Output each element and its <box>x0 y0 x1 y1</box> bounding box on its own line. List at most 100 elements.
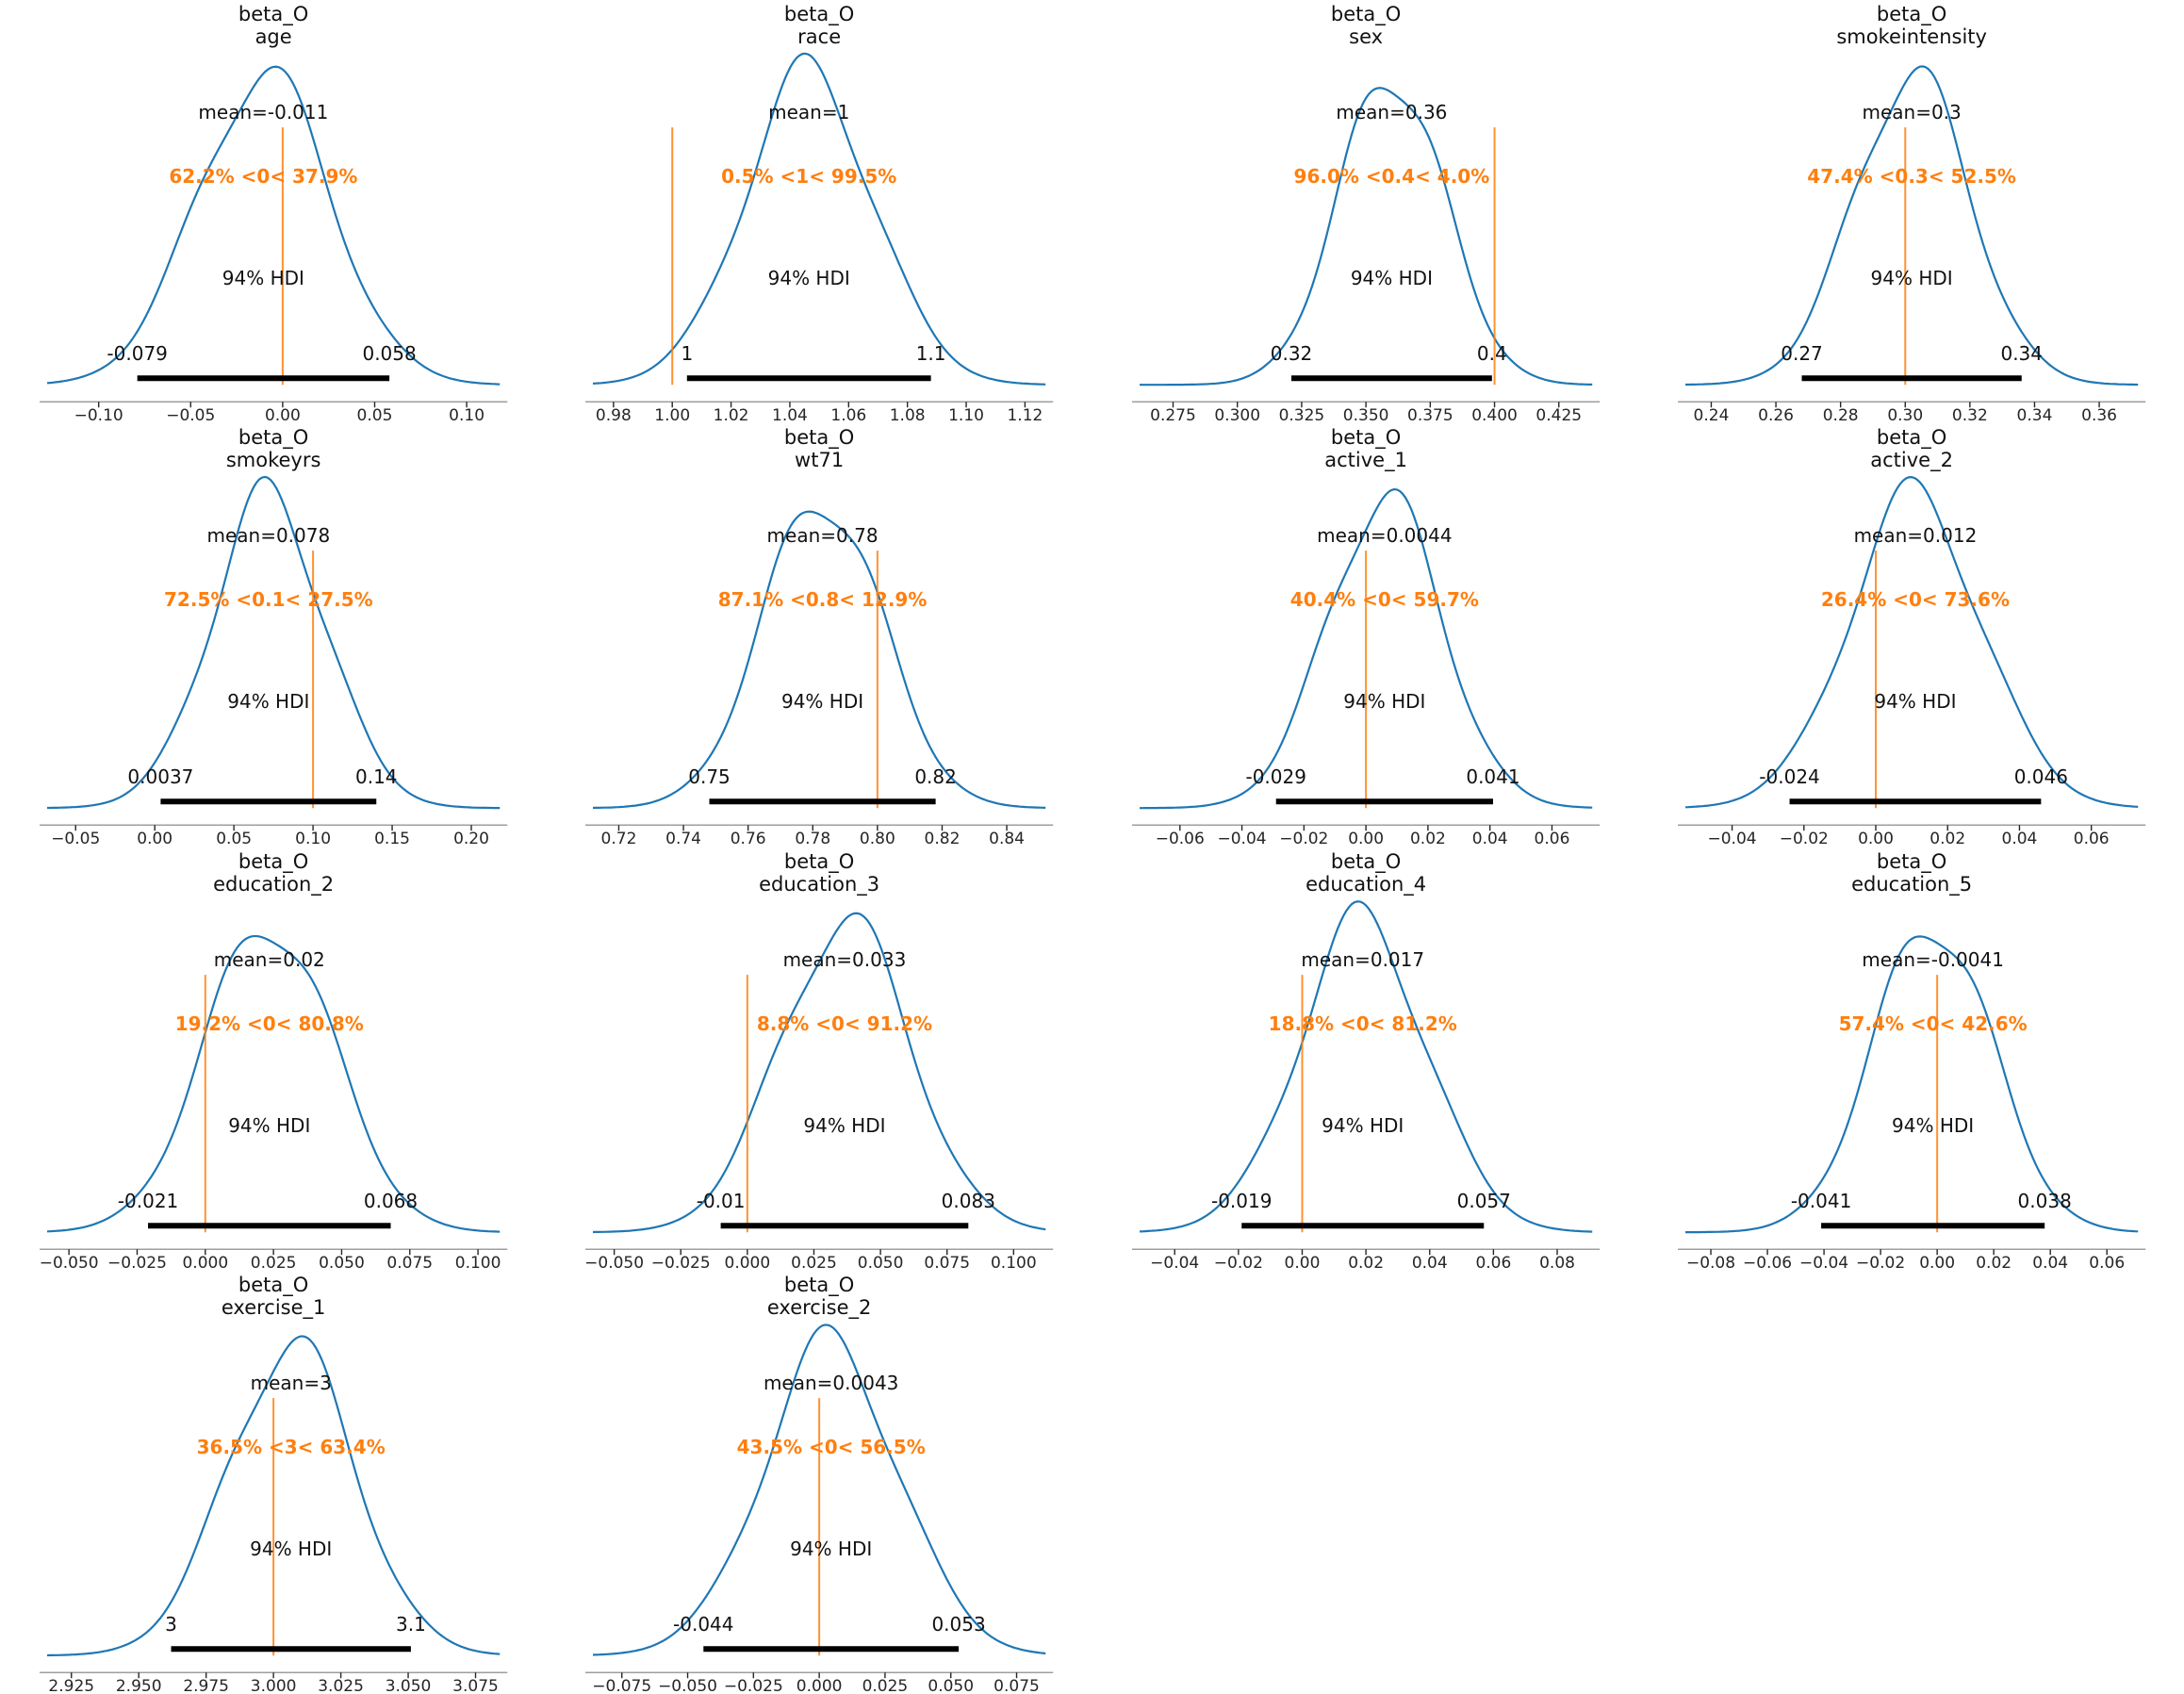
x-tick-label: −0.025 <box>651 1254 711 1271</box>
ref-percent-label: 87.1% <0.8< 12.9% <box>718 588 928 611</box>
subplot-exercise_1: 2.925 2.950 2.975 3.000 3.025 3.050 3.075 beta_… <box>0 1271 546 1694</box>
x-tick-label: −0.04 <box>1217 830 1266 847</box>
subplot-education_2: −0.050 −0.025 0.000 0.025 0.050 0.075 0.100 bet… <box>0 847 546 1271</box>
hdi-high-label: 0.14 <box>355 765 398 788</box>
hdi-text: 94% HDI <box>781 690 863 713</box>
subplot-title-line1: beta_O <box>1330 3 1400 26</box>
x-tick-label: 1.06 <box>831 406 867 423</box>
kde-curve <box>1684 934 2139 1233</box>
subplot-title-line1: beta_O <box>784 3 854 26</box>
subplot-education_3: −0.050 −0.025 0.000 0.025 0.050 0.075 0.100 bet… <box>546 847 1092 1271</box>
subplot-smokeyrs: −0.05 0.00 0.05 0.10 0.15 0.20 beta_O smokeyrs m… <box>0 423 546 847</box>
kde-curve <box>1684 476 2139 809</box>
subplot-title-line1: beta_O <box>784 850 854 874</box>
posterior-plot-sex: 0.275 0.300 0.325 0.350 0.375 0.400 0.425 beta_… <box>1131 3 1600 423</box>
hdi-text: 94% HDI <box>1350 267 1432 289</box>
x-tick-label: 0.050 <box>858 1254 904 1271</box>
subplot-age: −0.10 −0.05 0.00 0.05 0.10 beta_O age mean=-0.0… <box>0 0 546 423</box>
ref-percent-label: 62.2% <0< 37.9% <box>169 165 357 188</box>
subplot-exercise_2: −0.075 −0.050 −0.025 0.000 0.025 0.050 0.075 be… <box>546 1271 1092 1694</box>
kde-curve <box>1139 899 1592 1233</box>
hdi-low-label: 0.0037 <box>127 765 193 788</box>
hdi-low-label: -0.021 <box>118 1190 178 1212</box>
kde-curve <box>1684 65 2138 386</box>
x-tick-label: 0.24 <box>1693 406 1729 423</box>
hdi-high-label: 0.057 <box>1456 1190 1510 1212</box>
hdi-text: 94% HDI <box>804 1114 886 1137</box>
x-tick-label: 0.98 <box>596 406 632 423</box>
x-tick-label: −0.04 <box>1707 830 1756 847</box>
posterior-plot-exercise_1: 2.925 2.950 2.975 3.000 3.025 3.050 3.075 beta_… <box>40 1274 508 1694</box>
mean-label: mean=0.3 <box>1862 101 1961 123</box>
x-tick-label: 0.06 <box>2074 830 2110 847</box>
subplot-title-line1: beta_O <box>1330 426 1400 450</box>
x-tick-label: 0.32 <box>1952 406 1988 423</box>
hdi-low-label: 0.27 <box>1781 342 1823 365</box>
x-tick-label: 1.02 <box>714 406 749 423</box>
subplot-title-line1: beta_O <box>238 850 308 874</box>
posterior-plot-active_2: −0.04 −0.02 0.00 0.02 0.04 0.06 beta_Oactive_2… <box>1677 426 2145 847</box>
x-tick-label: 0.275 <box>1150 406 1196 423</box>
x-tick-label: 0.06 <box>1534 830 1569 847</box>
x-tick-label: 0.15 <box>374 830 410 847</box>
x-tick-label: 0.075 <box>925 1254 971 1271</box>
subplot-title-line2: exercise_1 <box>222 1296 326 1320</box>
x-tick-label: 0.34 <box>2016 406 2052 423</box>
hdi-high-label: 0.038 <box>2017 1190 2071 1212</box>
x-tick-label: 0.00 <box>1919 1254 1955 1271</box>
posterior-plot-education_5: −0.08 −0.06 −0.04 −0.02 0.00 0.02 0.04 0.06 beta… <box>1677 850 2145 1271</box>
mean-label: mean=0.0043 <box>764 1372 898 1394</box>
mean-label: mean=3 <box>251 1372 332 1394</box>
x-tick-label: 0.300 <box>1214 406 1260 423</box>
x-tick-label: 0.10 <box>295 830 331 847</box>
x-tick-label: −0.05 <box>51 830 100 847</box>
x-tick-label: −0.04 <box>1799 1254 1848 1271</box>
subplot-title-line2: active_1 <box>1324 449 1407 472</box>
kde-curve <box>47 476 501 810</box>
x-tick-label: 0.00 <box>137 830 172 847</box>
x-tick-label: −0.025 <box>107 1254 167 1271</box>
ref-percent-label: 96.0% <0.4< 4.0% <box>1293 165 1489 188</box>
x-tick-label: 0.02 <box>1976 1254 2012 1271</box>
mean-label: mean=1 <box>768 101 849 123</box>
hdi-text: 94% HDI <box>1322 1114 1404 1137</box>
x-tick-label: 0.00 <box>265 406 301 423</box>
x-tick-label: 1.00 <box>655 406 691 423</box>
x-tick-label: 0.00 <box>1348 830 1384 847</box>
kde-curve <box>46 1335 501 1656</box>
hdi-high-label: 0.058 <box>362 342 416 365</box>
x-tick-label: 0.00 <box>1858 830 1894 847</box>
x-tick-label: 0.36 <box>2081 406 2117 423</box>
hdi-low-label: -0.029 <box>1245 765 1305 788</box>
hdi-text: 94% HDI <box>228 1114 310 1137</box>
subplot-title-line2: age <box>255 25 292 48</box>
subplot-title-line2: education_2 <box>213 873 334 896</box>
kde-curve <box>1139 87 1592 386</box>
subplot-title-line2: wt71 <box>795 449 844 471</box>
subplot-title-line2: smokeyrs <box>226 449 321 471</box>
x-tick-label: −0.02 <box>1779 830 1828 847</box>
x-tick-label: 0.000 <box>796 1677 843 1694</box>
hdi-high-label: 0.4 <box>1476 342 1506 365</box>
x-tick-label: 0.025 <box>862 1677 909 1694</box>
x-tick-label: 0.74 <box>665 830 701 847</box>
posterior-plot-active_1: −0.06 −0.04 −0.02 0.00 0.02 0.04 0.06 beta_Oact… <box>1131 426 1600 847</box>
x-tick-label: 0.02 <box>1409 830 1445 847</box>
x-tick-label: 0.80 <box>860 830 895 847</box>
x-tick-label: 0.05 <box>357 406 393 423</box>
ref-percent-label: 40.4% <0< 59.7% <box>1289 588 1478 611</box>
kde-curve <box>1139 488 1592 810</box>
kde-curve <box>593 510 1046 810</box>
x-tick-label: 0.04 <box>2001 830 2037 847</box>
x-tick-label: 0.10 <box>449 406 484 423</box>
mean-label: mean=0.02 <box>214 948 325 971</box>
mean-label: mean=0.017 <box>1301 948 1424 971</box>
hdi-low-label: -0.044 <box>673 1613 733 1636</box>
ref-percent-label: 72.5% <0.1< 27.5% <box>164 588 373 611</box>
x-tick-label: −0.06 <box>1155 830 1204 847</box>
hdi-high-label: 0.046 <box>2013 765 2067 788</box>
x-tick-label: 0.04 <box>1411 1254 1447 1271</box>
x-tick-label: 0.100 <box>455 1254 501 1271</box>
ref-percent-label: 0.5% <1< 99.5% <box>721 165 896 188</box>
x-tick-label: 0.78 <box>796 830 831 847</box>
